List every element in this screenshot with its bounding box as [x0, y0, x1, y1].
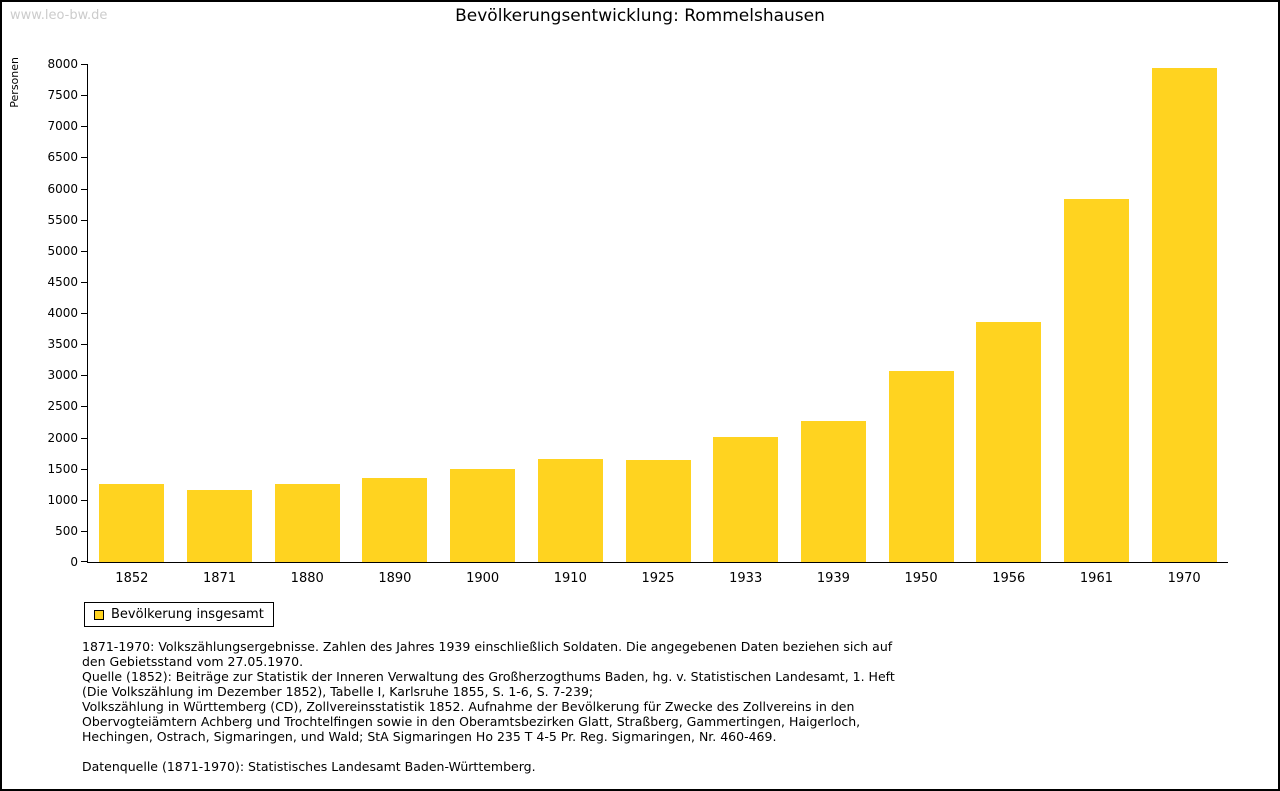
y-tick-mark [81, 126, 87, 128]
y-tick-label: 2000 [47, 430, 78, 445]
y-tick-label: 8000 [47, 57, 78, 71]
plot-area: 0 500 1000 1500 2000 2500 3000 3500 4000 4500 5000… [47, 57, 1228, 586]
y-tick-mark [81, 95, 87, 97]
x-tick-label: 1956 [992, 571, 1026, 586]
y-tick-mark [81, 157, 87, 159]
y-tick-label: 2500 [47, 399, 78, 414]
y-tick-mark [81, 375, 87, 377]
bar-1880 [274, 484, 340, 562]
x-tick-label: 1939 [816, 571, 850, 586]
y-tick-label: 6500 [47, 150, 78, 165]
y-tick-label: 7500 [47, 88, 78, 103]
bar-1900 [450, 469, 516, 562]
legend-swatch [94, 609, 104, 620]
y-tick-mark [81, 250, 87, 252]
x-tick-label: 1961 [1079, 571, 1113, 586]
y-axis-label: Personen [8, 57, 21, 108]
y-tick-mark [81, 499, 87, 501]
note-data-source: Datenquelle (1871-1970): Statistisches L… [82, 759, 536, 774]
source-notes: 1871-1970: Volkszählungsergebnisse. Zahl… [82, 639, 900, 774]
bar-1910 [537, 459, 603, 562]
y-tick-label: 5500 [47, 212, 78, 227]
chart-title: Bevölkerungsentwicklung: Rommelshausen [455, 6, 825, 26]
legend: Bevölkerung insgesamt [84, 602, 274, 627]
y-tick-label: 1000 [47, 492, 78, 507]
y-tick-mark [81, 281, 87, 283]
x-tick-label: 1910 [553, 571, 587, 586]
y-tick-label: 5000 [47, 243, 78, 258]
y-tick-label: 3500 [47, 337, 78, 352]
y-tick-label: 1500 [47, 461, 78, 476]
bar-1925 [625, 460, 691, 562]
bar-1970 [1151, 68, 1217, 562]
bar-1950 [888, 371, 954, 562]
y-tick-label: 7000 [47, 119, 78, 134]
bar-1939 [800, 421, 866, 562]
y-tick-mark [81, 188, 87, 190]
y-tick-mark [81, 219, 87, 221]
x-tick-label: 1871 [202, 571, 237, 586]
y-tick-mark [81, 468, 87, 470]
y-tick-label: 4500 [47, 274, 78, 289]
bar-1933 [713, 437, 779, 562]
x-tick-label: 1890 [378, 571, 412, 586]
bar-1961 [1063, 199, 1129, 562]
x-tick-label: 1925 [641, 571, 675, 586]
bar-1956 [976, 322, 1042, 562]
x-tick-label: 1970 [1167, 571, 1201, 586]
bar-1871 [187, 490, 253, 562]
x-tick-label: 1900 [466, 571, 500, 586]
x-tick-label: 1933 [729, 571, 763, 586]
legend-label: Bevölkerung insgesamt [111, 607, 264, 622]
y-tick-mark [81, 561, 87, 562]
bar-1890 [362, 478, 428, 562]
y-tick-label: 6000 [47, 181, 78, 196]
y-tick-mark [81, 530, 87, 532]
note-census: 1871-1970: Volkszählungsergebnisse. Zahl… [82, 639, 893, 669]
y-tick-label: 500 [55, 523, 78, 538]
watermark: www.leo-bw.de [10, 8, 108, 23]
y-tick-mark [81, 64, 87, 65]
x-tick-label: 1950 [904, 571, 938, 586]
note-source-1852: Quelle (1852): Beiträge zur Statistik de… [82, 669, 895, 699]
y-tick-label: 0 [70, 555, 78, 569]
y-tick-mark [81, 313, 87, 314]
y-tick-label: 4000 [47, 306, 78, 320]
x-tick-label: 1880 [290, 571, 324, 586]
note-source-zollverein: Volkszählung in Württemberg (CD), Zollve… [82, 699, 861, 744]
bar-1852 [99, 484, 165, 562]
x-tick-label: 1852 [115, 571, 149, 586]
y-tick-label: 3000 [47, 368, 78, 383]
y-tick-mark [81, 406, 87, 408]
y-tick-mark [81, 437, 87, 439]
y-tick-mark [81, 344, 87, 346]
